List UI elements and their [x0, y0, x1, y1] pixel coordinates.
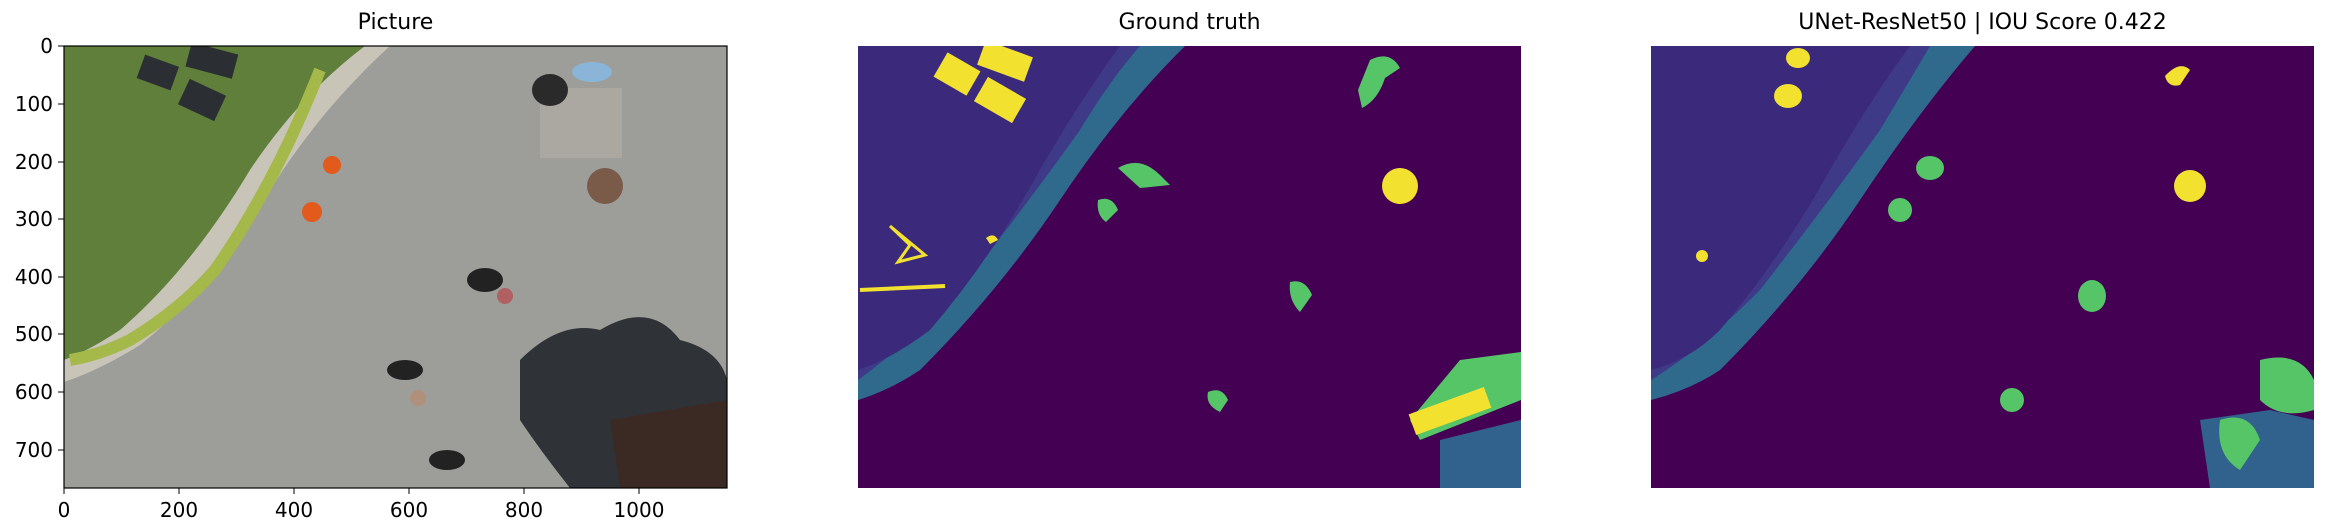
ytick-label: 500 [14, 322, 53, 346]
ground-truth-title: Ground truth [1118, 10, 1261, 35]
xtick-label: 600 [389, 498, 429, 522]
aerial-photo [64, 46, 727, 488]
ytick-label: 100 [14, 92, 53, 116]
ytick-label: 400 [14, 265, 53, 289]
xtick-label: 400 [274, 498, 314, 522]
xtick-label: 1000 [613, 498, 665, 522]
xtick-label: 200 [159, 498, 199, 522]
xtick-label: 0 [57, 498, 71, 522]
prediction-title: UNet-ResNet50 | IOU Score 0.422 [1798, 10, 2167, 35]
ytick-label: 200 [14, 150, 53, 174]
ground-truth-mask [858, 46, 1521, 488]
xtick-label: 800 [504, 498, 544, 522]
picture-title: Picture [357, 10, 434, 35]
prediction-mask [1651, 46, 2314, 488]
ytick-label: 0 [40, 34, 53, 58]
picture-y-axis [58, 45, 64, 451]
ytick-label: 600 [14, 380, 53, 404]
picture-x-axis [63, 488, 640, 494]
ytick-label: 300 [14, 207, 53, 231]
ytick-label: 700 [14, 438, 53, 462]
